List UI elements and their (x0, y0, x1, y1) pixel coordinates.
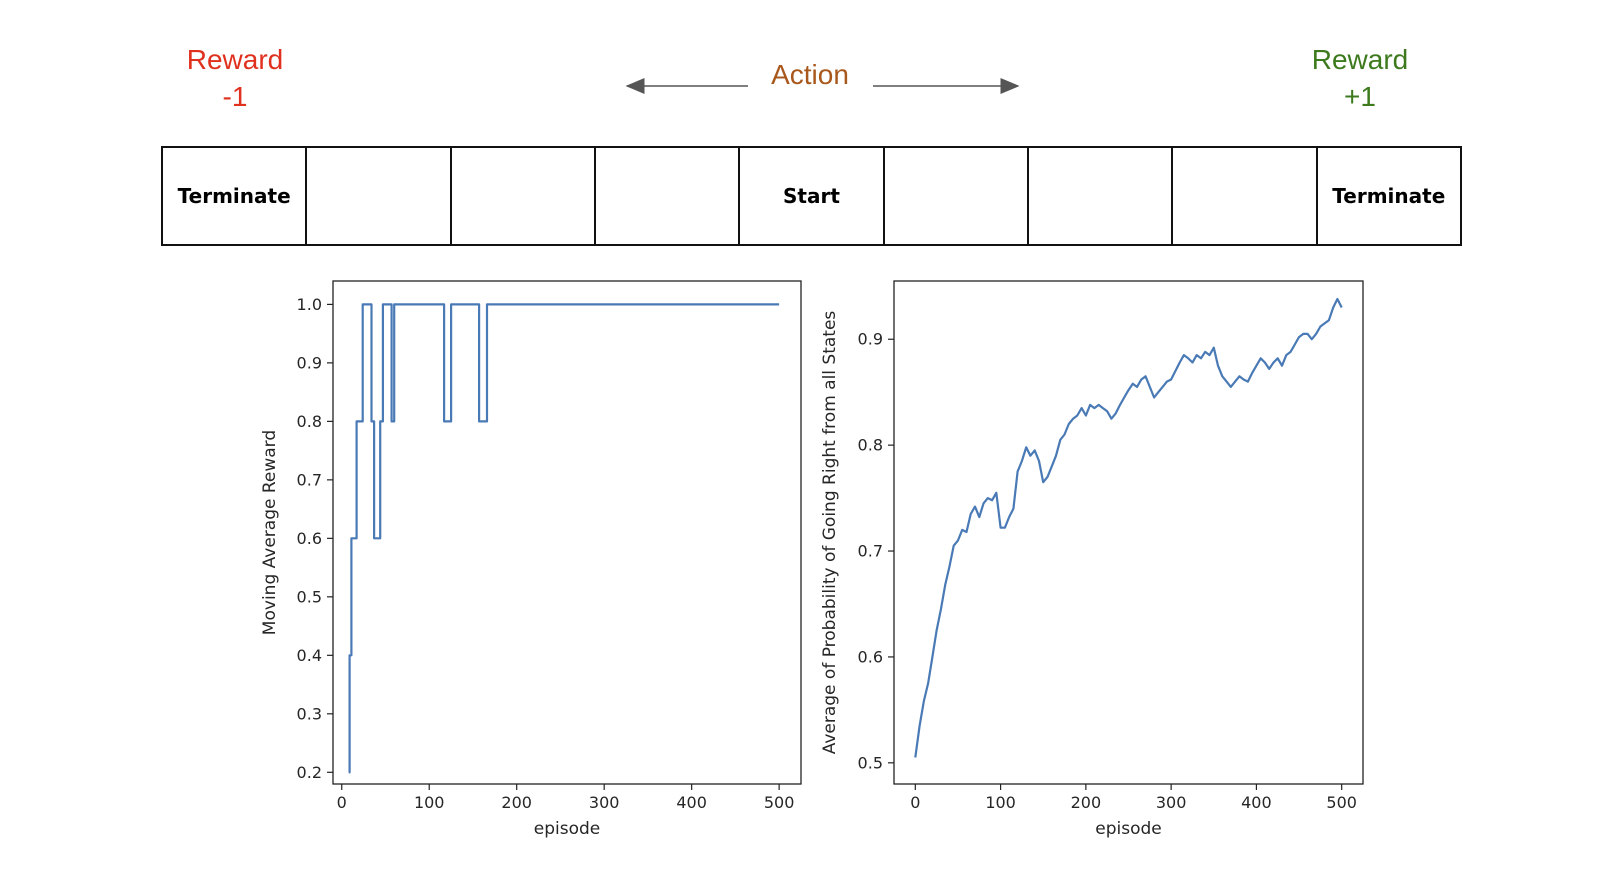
reward-positive-title: Reward (1311, 44, 1409, 75)
reward-chart-xtick-label: 0 (337, 793, 347, 812)
probability-chart-ytick-label: 0.6 (858, 647, 883, 666)
probability-chart-xtick-label: 200 (1071, 793, 1102, 812)
reward-chart-xlabel: episode (534, 819, 600, 839)
reward-chart-ytick-label: 0.7 (297, 470, 322, 489)
probability-chart-xlabel: episode (1095, 819, 1161, 839)
grid-cell (452, 148, 596, 244)
reward-negative-title: Reward (186, 44, 284, 75)
grid-cell (1029, 148, 1174, 244)
action-arrows (625, 78, 1020, 94)
probability-chart-xtick-label: 300 (1156, 793, 1187, 812)
grid-cell (1173, 148, 1318, 244)
reward-chart-ytick-label: 0.5 (297, 587, 322, 606)
grid-cell (307, 148, 452, 244)
reward-chart-ytick-label: 0.4 (297, 646, 322, 665)
reward-chart-xtick-label: 500 (764, 793, 795, 812)
reward-positive-label: Reward +1 (1260, 41, 1460, 115)
probability-chart-xtick-label: 400 (1241, 793, 1272, 812)
probability-chart-ytick-label: 0.9 (858, 330, 883, 349)
reward-negative-label: Reward -1 (135, 41, 335, 115)
reward-positive-value: +1 (1344, 81, 1376, 112)
probability-chart-ytick-label: 0.5 (858, 753, 883, 772)
grid-cell-terminate-left: Terminate (163, 148, 308, 244)
probability-chart-xtick-label: 100 (985, 793, 1016, 812)
reward-chart-ytick-label: 1.0 (297, 295, 322, 314)
probability-chart-ylabel: Average of Probability of Going Right fr… (820, 311, 840, 755)
reward-chart-frame (332, 280, 802, 785)
grid-cell-start: Start (740, 148, 885, 244)
grid-cell-terminate-right: Terminate (1332, 184, 1446, 208)
action-label: Action (771, 59, 849, 90)
reward-chart-xtick-label: 300 (589, 793, 620, 812)
reward-chart-xtick-label: 100 (414, 793, 445, 812)
probability-chart-ytick-label: 0.7 (858, 542, 883, 561)
state-grid: Terminate Start Terminate (161, 146, 1462, 246)
probability-chart-ytick-label: 0.8 (858, 436, 883, 455)
reward-chart-ytick-label: 0.2 (297, 763, 322, 782)
probability-chart-xtick-label: 500 (1326, 793, 1357, 812)
probability-chart-xtick-label: 0 (910, 793, 920, 812)
reward-chart-ytick-label: 0.6 (297, 529, 322, 548)
grid-cell (596, 148, 741, 244)
reward-chart-xtick-label: 400 (676, 793, 707, 812)
reward-chart-ytick-label: 0.9 (297, 353, 322, 372)
reward-chart-xtick-label: 200 (501, 793, 532, 812)
grid-cell (885, 148, 1029, 244)
reward-chart-ytick-label: 0.3 (297, 704, 322, 723)
probability-chart-series-line (914, 297, 1343, 758)
probability-chart-frame (893, 280, 1364, 785)
reward-chart-ylabel: Moving Average Reward (260, 430, 280, 635)
reward-chart-ytick-label: 0.8 (297, 412, 322, 431)
reward-negative-value: -1 (222, 81, 248, 112)
reward-chart-series-line (348, 303, 780, 774)
